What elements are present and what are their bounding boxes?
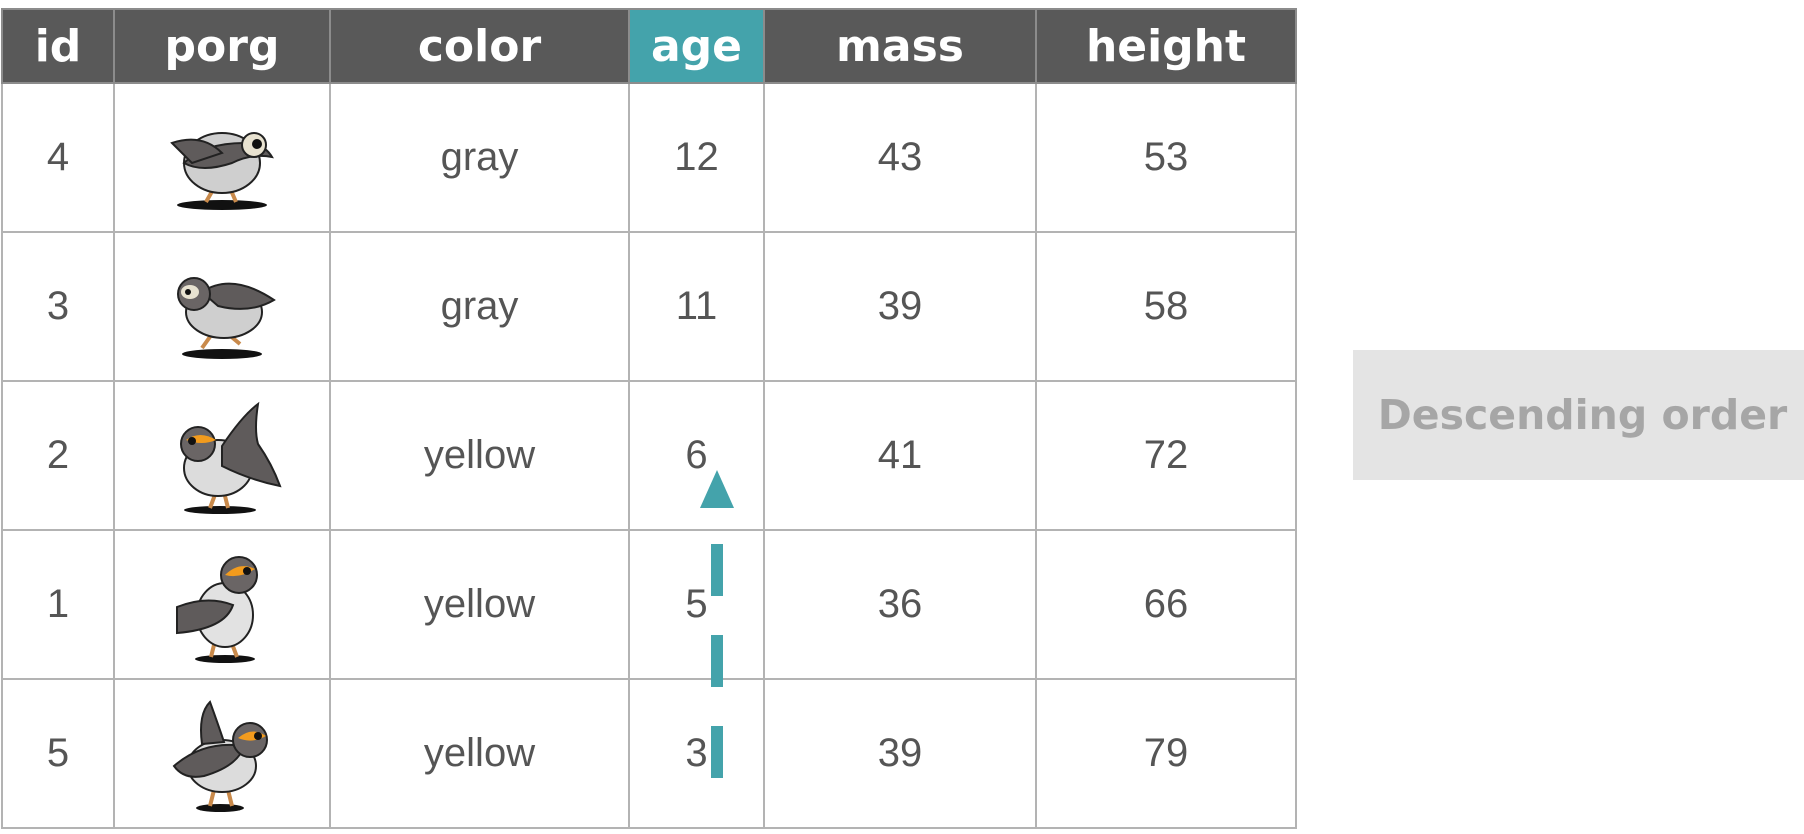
table-header-row: id porg color age mass height (1, 8, 1297, 84)
dashed-up-arrow-icon (700, 470, 734, 778)
cell-color: gray (329, 231, 630, 382)
porg-yellow-wings-up-icon (180, 401, 282, 514)
cell-height: 53 (1035, 82, 1297, 233)
cell-porg (113, 678, 331, 829)
column-header-porg[interactable]: porg (113, 8, 331, 84)
cell-mass: 39 (763, 678, 1037, 829)
cell-porg (113, 231, 331, 382)
column-header-id[interactable]: id (1, 8, 115, 84)
cell-color: gray (329, 82, 630, 233)
cell-age: 3 (628, 678, 765, 829)
table-row: 3 gray 11 39 58 (1, 231, 1297, 382)
cell-porg (113, 380, 331, 531)
column-header-color[interactable]: color (329, 8, 630, 84)
cell-mass: 43 (763, 82, 1037, 233)
cell-age: 5 (628, 529, 765, 680)
table-row: 5 yellow 3 39 79 (1, 678, 1297, 829)
porg-gray-running-left-icon (177, 276, 276, 359)
cell-color: yellow (329, 529, 630, 680)
porg-yellow-walking-icon (172, 699, 268, 812)
cell-color: yellow (329, 678, 630, 829)
cell-age: 12 (628, 82, 765, 233)
cell-id: 2 (1, 380, 115, 531)
cell-height: 58 (1035, 231, 1297, 382)
table-row: 1 yellow 5 36 66 (1, 529, 1297, 680)
cell-age: 11 (628, 231, 765, 382)
cell-mass: 36 (763, 529, 1037, 680)
cell-id: 4 (1, 82, 115, 233)
cell-age: 6 (628, 380, 765, 531)
descending-order-label: Descending order (1353, 350, 1804, 480)
table-row: 4 gray 12 43 53 (1, 82, 1297, 233)
cell-color: yellow (329, 380, 630, 531)
cell-height: 66 (1035, 529, 1297, 680)
cell-id: 3 (1, 231, 115, 382)
cell-height: 72 (1035, 380, 1297, 531)
column-header-age[interactable]: age (628, 8, 765, 84)
column-header-mass[interactable]: mass (763, 8, 1037, 84)
cell-height: 79 (1035, 678, 1297, 829)
table-row: 2 yellow 6 41 72 (1, 380, 1297, 531)
porg-table: id porg color age mass height 4 g (1, 8, 1297, 829)
porg-yellow-standing-icon (176, 555, 258, 663)
cell-id: 1 (1, 529, 115, 680)
cell-mass: 41 (763, 380, 1037, 531)
column-header-height[interactable]: height (1035, 8, 1297, 84)
cell-porg (113, 82, 331, 233)
porg-gray-flying-right-icon (170, 131, 274, 210)
cell-porg (113, 529, 331, 680)
cell-id: 5 (1, 678, 115, 829)
cell-mass: 39 (763, 231, 1037, 382)
